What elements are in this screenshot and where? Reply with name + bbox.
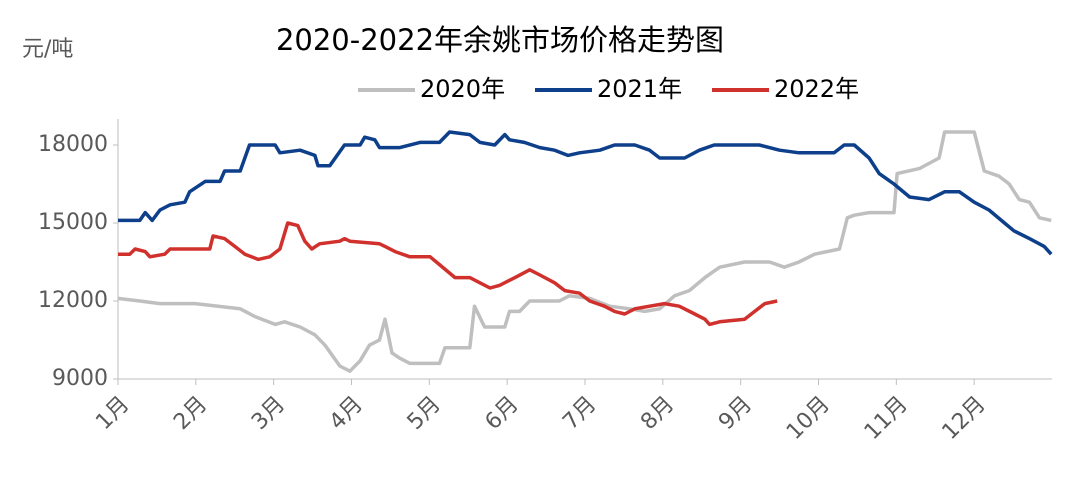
legend-label: 2020年 (420, 75, 505, 103)
y-tick-label: 9000 (52, 366, 108, 391)
x-tick-label: 11月 (860, 392, 913, 445)
legend-label: 2021年 (597, 75, 682, 103)
y-tick-label: 15000 (38, 210, 108, 235)
x-tick-label: 9月 (714, 392, 757, 435)
x-tick-label: 4月 (325, 392, 368, 435)
x-tick-label: 5月 (403, 392, 446, 435)
y-axis-label: 元/吨 (22, 37, 73, 62)
x-tick-label: 2月 (169, 392, 212, 435)
chart-title: 2020-2022年余姚市场价格走势图 (276, 23, 724, 57)
x-tick-label: 8月 (636, 392, 679, 435)
y-tick-label: 12000 (38, 288, 108, 313)
legend-label: 2022年 (774, 75, 859, 103)
x-tick-label: 3月 (247, 392, 290, 435)
series-line (118, 130, 1053, 256)
series-line (117, 130, 1052, 373)
x-tick-label: 12月 (938, 392, 991, 445)
series-line (118, 221, 778, 327)
x-tick-label: 1月 (91, 392, 134, 435)
x-tick-label: 10月 (782, 392, 835, 445)
x-tick-label: 6月 (481, 392, 524, 435)
x-tick-label: 7月 (558, 392, 601, 435)
y-tick-label: 18000 (38, 132, 108, 157)
